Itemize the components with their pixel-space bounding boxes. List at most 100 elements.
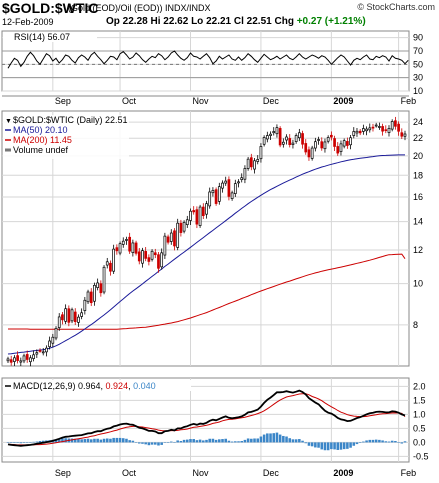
candle-body: [390, 121, 394, 130]
macd-histogram-bar: [224, 438, 227, 443]
candle-body: [141, 250, 144, 264]
candle-body: [147, 257, 151, 262]
macd-histogram-bar: [317, 442, 320, 448]
candle-body: [86, 291, 90, 303]
candle-body: [13, 357, 16, 362]
candle-body: [32, 354, 35, 359]
candle-body: [137, 251, 141, 262]
rsi-tick-label: 10: [413, 86, 423, 96]
macd-histogram-bar: [390, 440, 394, 443]
candle-body: [272, 131, 276, 134]
candle-body: [195, 209, 199, 225]
macd-histogram-bar: [128, 440, 131, 443]
candle-body: [121, 240, 125, 245]
macd-histogram-bar: [278, 434, 282, 443]
candle-body: [185, 219, 189, 225]
candle-body: [51, 336, 55, 344]
macd-histogram-bar: [41, 440, 45, 443]
macd-histogram-bar: [294, 439, 298, 443]
rsi-legend-label: RSI(14) 56.07: [14, 32, 70, 42]
candle-body: [307, 149, 311, 158]
macd-histogram-bar: [93, 438, 96, 443]
macd-legend-part: 0.924: [106, 381, 129, 391]
candle-body: [96, 282, 99, 288]
macd-histogram-bar: [179, 441, 183, 443]
macd-histogram-bar: [330, 442, 333, 450]
candle-body: [22, 355, 26, 362]
macd-histogram-bar: [105, 438, 109, 443]
candle-body: [265, 135, 269, 140]
macd-histogram-bar: [118, 437, 122, 443]
macd-histogram-bar: [387, 441, 391, 443]
candle-body: [326, 137, 330, 142]
x-tick-label-bottom: Oct: [122, 468, 137, 478]
price-legend-label: $GOLD:$WTIC (Daily) 22.51: [13, 115, 128, 125]
macd-histogram-bar: [272, 433, 276, 443]
candle-body: [387, 128, 391, 133]
macd-histogram-bar: [89, 439, 93, 443]
macd-histogram-bar: [83, 439, 87, 443]
candle-body: [73, 311, 77, 322]
macd-histogram-bar: [29, 442, 32, 443]
x-tick-label-top: 2009: [333, 96, 353, 106]
candle-body: [288, 138, 292, 145]
macd-panel: 2.0 1.5 1.0 0.5 0.0 -0.5 MACD(12,26,9) 0.964, …: [1, 377, 429, 463]
candle-body: [125, 239, 128, 241]
close-value: 22.51: [246, 16, 272, 27]
macd-legend-part: MACD(12,26,9) 0.964,: [13, 381, 106, 391]
candle-body: [323, 141, 327, 150]
candle-body: [105, 261, 109, 266]
candle-body: [310, 147, 314, 159]
macd-histogram-bar: [150, 442, 154, 445]
x-tick-label-bottom: Feb: [401, 468, 417, 478]
macd-histogram-bar: [266, 433, 269, 443]
macd-histogram-bar: [115, 437, 119, 443]
candle-body: [281, 141, 285, 145]
candle-body: [173, 230, 176, 247]
candle-body: [314, 141, 317, 149]
macd-histogram-bar: [339, 442, 343, 450]
price-tick-label: 16: [413, 192, 423, 202]
macd-histogram-bar: [342, 442, 346, 450]
candle-body: [243, 168, 247, 180]
high-value: 22.62: [163, 16, 189, 27]
candle-body: [16, 355, 19, 361]
candle-body: [6, 358, 10, 362]
candle-body: [189, 210, 192, 221]
candle-body: [221, 182, 224, 189]
candle-body: [166, 236, 170, 243]
price-legend-bg: [3, 115, 129, 159]
candle-body: [217, 186, 221, 202]
macd-histogram-bar: [208, 438, 211, 443]
macd-histogram-bar: [163, 442, 167, 443]
candle-body: [99, 283, 103, 294]
candle-body: [403, 133, 407, 137]
macd-histogram-bar: [170, 441, 173, 443]
macd-histogram-bar: [153, 442, 157, 445]
candle-body: [365, 128, 368, 132]
macd-histogram-bar: [381, 440, 384, 443]
macd-histogram-bar: [86, 438, 90, 443]
candle-body: [275, 127, 279, 135]
candle-body: [378, 126, 381, 128]
macd-histogram-bar: [25, 442, 29, 443]
x-tick-label-bottom: Nov: [192, 468, 209, 478]
macd-histogram-bar: [397, 442, 400, 443]
x-tick-label-top: Sep: [55, 96, 71, 106]
low-label: Lo: [191, 16, 204, 27]
candle-body: [115, 247, 119, 252]
candle-body: [362, 128, 365, 132]
macd-histogram-bar: [365, 440, 368, 443]
candle-body: [301, 133, 304, 145]
candle-body: [278, 128, 282, 146]
macd-histogram-bar: [141, 442, 144, 444]
candle-body: [339, 143, 343, 152]
price-panel: 24 22 20 18 16 14 12 10 8 Sep Oct Nov Dec 2009 Feb ▼ $GO…: [1, 95, 423, 367]
ma50-line: [7, 154, 405, 355]
candle-body: [160, 252, 164, 268]
candle-body: [291, 142, 295, 145]
rsi-tick-label: 30: [413, 73, 423, 83]
price-tick-label: 12: [413, 245, 423, 255]
macd-histogram-bar: [333, 442, 336, 450]
candle-body: [77, 316, 80, 323]
